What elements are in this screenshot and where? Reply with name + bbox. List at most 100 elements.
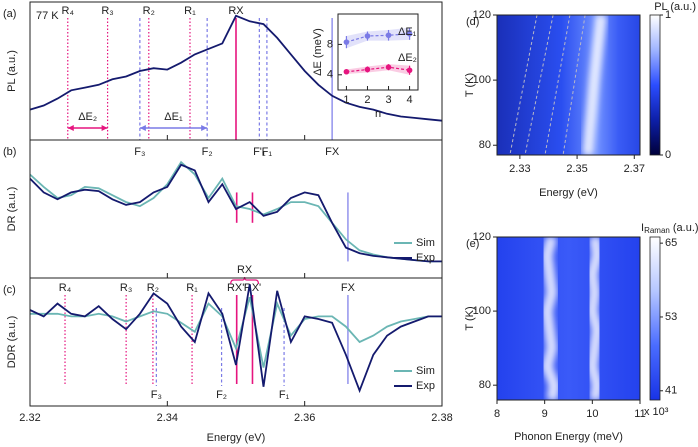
y-axis-label: PL (a.u.): [6, 50, 18, 92]
x-tick-label: 10: [586, 408, 598, 420]
x-axis-label: n: [375, 108, 381, 120]
marker-label: R₃: [101, 5, 113, 17]
raman-peak: [545, 237, 556, 400]
x-tick-label: 2.35: [566, 163, 587, 175]
panel-frame: [29, 277, 443, 407]
x-tick-label: 2: [364, 94, 370, 106]
data-point: [406, 67, 413, 74]
heatmap-content: [541, 237, 603, 400]
x-tick-label: 2.38: [431, 412, 452, 424]
x-tick-label: 9: [542, 408, 548, 420]
error-band: [346, 27, 410, 49]
colorbar-tick-label: 0: [665, 149, 671, 161]
y-axis-label: T (K): [464, 306, 476, 330]
x-tick-label: 11: [634, 408, 645, 420]
panel-label: (d): [466, 16, 479, 28]
heatmap-background: [497, 15, 640, 155]
colorbar: [649, 236, 661, 401]
x-axis-label: Energy (eV): [539, 187, 598, 199]
colorbar-label-unit: (a.u.): [673, 222, 698, 234]
colorbar: [649, 14, 661, 156]
marker-label: F₂: [216, 389, 227, 401]
marker-label: RX: [228, 5, 244, 17]
marker-label: R₂: [143, 5, 155, 17]
marker-label: F₃: [134, 146, 145, 158]
legend-label: Sim: [416, 237, 435, 249]
colorbar-tick-label: 41: [665, 385, 677, 397]
x-tick-label: 2.36: [294, 412, 315, 424]
dashed-guide: [544, 15, 571, 155]
dashed-guide: [524, 15, 554, 155]
curve: [30, 296, 442, 368]
data-point: [364, 33, 371, 39]
y-tick-label: 8: [327, 38, 333, 50]
x-axis-label: Energy (eV): [207, 432, 266, 444]
legend-label: Exp: [416, 252, 435, 264]
heatmap-background: [497, 237, 640, 400]
x-tick-label: 3: [385, 94, 391, 106]
group-label: RX: [237, 264, 253, 276]
colorbar-multiplier: x 10³: [644, 406, 669, 418]
span-label: ΔE₂: [78, 111, 97, 123]
colorbar-tick-label: 1: [665, 9, 671, 21]
marker-label: RX'': [227, 282, 246, 294]
legend-label: ΔE₁: [398, 26, 417, 38]
marker-label: F₁: [279, 389, 290, 401]
x-tick-label: 2.32: [19, 412, 40, 424]
colorbar-tick-label: 65: [665, 237, 677, 249]
y-tick-label: 4: [327, 69, 333, 81]
curve: [29, 160, 442, 263]
x-tick-label: 8: [494, 408, 500, 420]
pl-curve: [29, 14, 443, 122]
panel-label: (a): [3, 8, 16, 20]
data-point: [343, 68, 350, 75]
dashed-guide: [562, 15, 586, 155]
group-brace: [230, 276, 260, 285]
error-band: [346, 64, 410, 75]
data-point: [364, 66, 371, 73]
y-tick-label: 100: [473, 74, 491, 86]
x-tick-label: 4: [407, 94, 413, 106]
arrow-head: [101, 125, 108, 131]
annotation: 77 K: [36, 10, 59, 22]
colorbar-label-main: I: [641, 222, 644, 234]
y-tick-label: 120: [473, 9, 491, 21]
y-axis-label: ΔE (meV): [312, 28, 324, 76]
y-axis-label: DDR (a.u.): [6, 316, 18, 369]
panel-label: (e): [466, 238, 479, 250]
series-line: [346, 66, 410, 73]
marker-label: R₂: [147, 282, 159, 294]
legend-label: Sim: [416, 365, 435, 377]
colorbar-label: PL (a.u.): [654, 1, 696, 13]
data-point: [343, 39, 350, 45]
x-axis-label: Phonon Energy (meV): [514, 431, 623, 443]
arrow-head: [201, 125, 208, 131]
marker-label: R₁: [186, 282, 198, 294]
panel-frame: [496, 236, 641, 401]
y-tick-label: 120: [473, 231, 491, 243]
x-tick-label: 1: [343, 94, 349, 106]
dashed-guide: [509, 15, 538, 155]
colorbar-label-sub: Raman: [644, 226, 670, 235]
marker-label: FX: [325, 146, 340, 158]
inset-frame: [337, 13, 419, 91]
marker-label: F₁: [262, 146, 273, 158]
marker-label: R₄: [59, 282, 72, 294]
marker-label: F'₁: [253, 146, 266, 158]
x-tick-label: 2.37: [624, 163, 645, 175]
panel-frame: [496, 14, 641, 156]
legend-label: Exp: [416, 380, 435, 392]
marker-label: R₁: [184, 5, 196, 17]
arrow-head: [67, 125, 74, 131]
colorbar-label: IRaman (a.u.): [641, 222, 698, 235]
y-axis-label: T (K): [464, 73, 476, 97]
marker-label: R₃: [120, 282, 132, 294]
y-axis-label: DR (a.u.): [6, 187, 18, 232]
span-label: ΔE₁: [164, 111, 183, 123]
heatmap-content: [509, 15, 607, 155]
data-point: [406, 30, 413, 37]
x-tick-label: 2.33: [509, 163, 530, 175]
